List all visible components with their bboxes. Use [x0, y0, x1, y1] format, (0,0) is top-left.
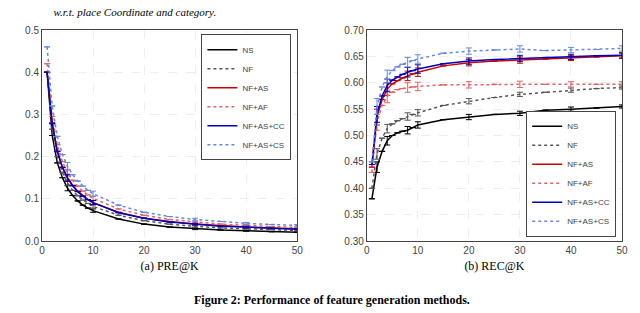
svg-text:NS: NS — [242, 46, 253, 55]
svg-text:Figure 2: Performance of featu: Figure 2: Performance of feature generat… — [194, 293, 470, 307]
svg-text:NF+AS+CS: NF+AS+CS — [567, 217, 609, 226]
svg-text:NF: NF — [567, 141, 578, 150]
svg-text:10: 10 — [412, 245, 424, 256]
svg-text:0.45: 0.45 — [344, 156, 364, 167]
svg-text:10: 10 — [87, 245, 99, 256]
svg-text:0.30: 0.30 — [344, 236, 364, 247]
svg-text:0: 0 — [364, 245, 370, 256]
svg-text:30: 30 — [190, 245, 202, 256]
svg-text:NF+AS+CC: NF+AS+CC — [567, 198, 609, 207]
svg-text:0.2: 0.2 — [25, 151, 39, 162]
svg-text:0.1: 0.1 — [25, 193, 39, 204]
svg-text:0.70: 0.70 — [344, 25, 364, 36]
svg-text:50: 50 — [616, 245, 628, 256]
svg-text:20: 20 — [139, 245, 151, 256]
svg-text:0.5: 0.5 — [25, 25, 39, 36]
svg-text:0.50: 0.50 — [344, 130, 364, 141]
svg-text:20: 20 — [463, 245, 475, 256]
svg-text:0: 0 — [39, 245, 45, 256]
svg-text:NF+AS+CC: NF+AS+CC — [242, 122, 284, 131]
svg-text:NF+AS: NF+AS — [567, 160, 593, 169]
svg-text:0.3: 0.3 — [25, 109, 39, 120]
svg-text:NF+AF: NF+AF — [242, 103, 268, 112]
svg-text:(b) REC@K: (b) REC@K — [464, 259, 524, 273]
svg-text:NF: NF — [242, 65, 253, 74]
svg-text:0.4: 0.4 — [25, 67, 39, 78]
svg-text:0.35: 0.35 — [344, 209, 364, 220]
svg-text:0.65: 0.65 — [344, 51, 364, 62]
svg-text:NF+AS: NF+AS — [242, 84, 268, 93]
svg-text:40: 40 — [565, 245, 577, 256]
svg-text:40: 40 — [241, 245, 253, 256]
svg-text:w.r.t. place Coordinate and ca: w.r.t. place Coordinate and category. — [54, 6, 217, 18]
svg-text:50: 50 — [292, 245, 304, 256]
svg-text:(a) PRE@K: (a) PRE@K — [141, 259, 199, 273]
svg-text:0.60: 0.60 — [344, 77, 364, 88]
svg-text:NF+AS+CS: NF+AS+CS — [242, 141, 284, 150]
svg-text:NS: NS — [567, 122, 578, 131]
svg-text:0.40: 0.40 — [344, 183, 364, 194]
svg-text:30: 30 — [514, 245, 526, 256]
svg-text:NF+AF: NF+AF — [567, 179, 593, 188]
svg-text:0.55: 0.55 — [344, 104, 364, 115]
svg-text:0.0: 0.0 — [25, 236, 39, 247]
